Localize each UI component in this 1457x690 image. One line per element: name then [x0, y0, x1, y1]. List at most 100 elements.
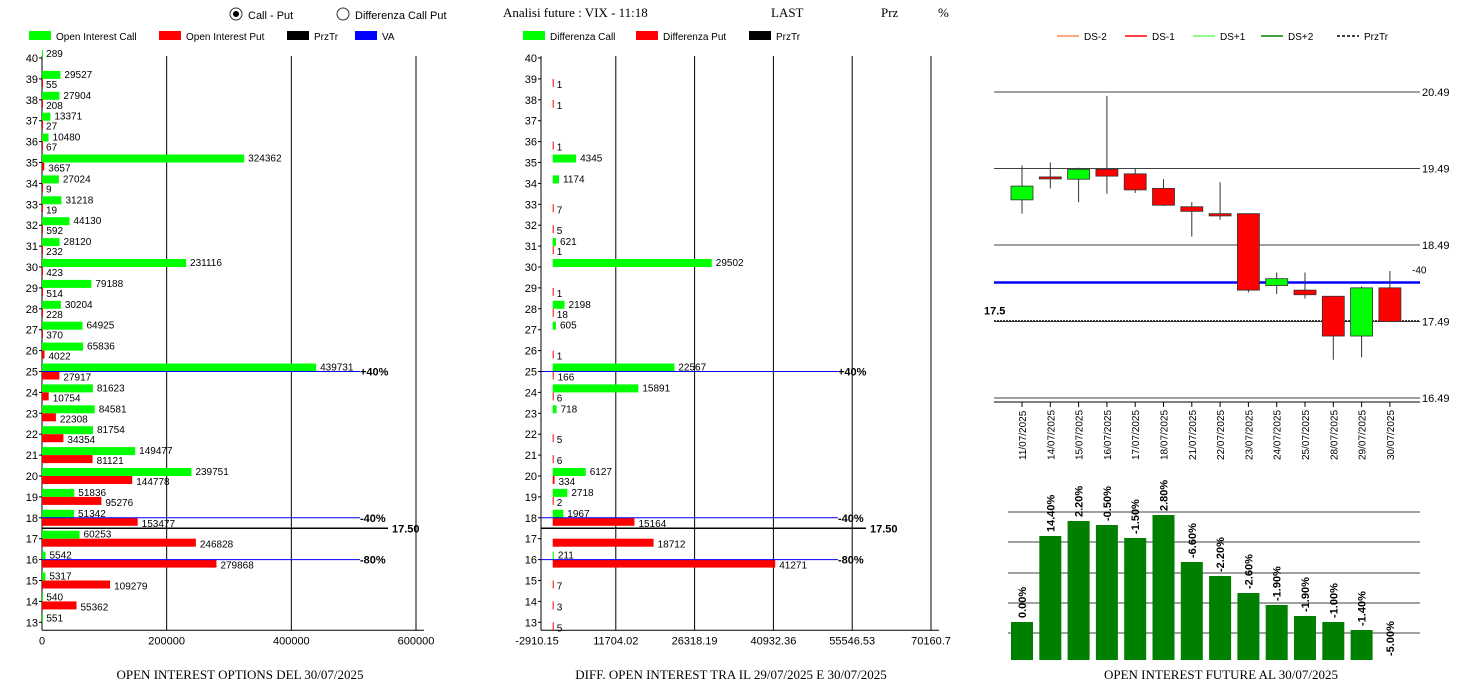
strike-label: 16 — [26, 555, 38, 567]
future-bar — [1095, 525, 1118, 660]
bar-call-label: 30204 — [65, 300, 93, 311]
bar-put — [552, 78, 554, 87]
strike-label: 21 — [26, 450, 38, 462]
bar-call-label: 5542 — [49, 551, 72, 562]
strike-label: 20 — [26, 471, 38, 483]
panel1-title: OPEN INTEREST OPTIONS DEL 30/07/2025 — [117, 667, 364, 682]
candle-body — [1152, 187, 1175, 206]
strike-label: 35 — [525, 158, 537, 170]
bar-call — [552, 321, 556, 330]
bar-call — [42, 50, 43, 58]
bar-put — [42, 329, 43, 338]
bar-put — [552, 392, 554, 401]
strike-label: 14 — [26, 596, 38, 608]
bar-call-label: 27024 — [63, 174, 91, 185]
bar-put-label: 370 — [46, 331, 63, 342]
bar-call-label: 81754 — [97, 425, 125, 436]
strike-label: 23 — [26, 408, 38, 420]
date-label: 17/07/2025 — [1131, 410, 1142, 460]
legend-swatch-1 — [159, 31, 181, 40]
candle-body — [1180, 206, 1204, 212]
candlestick-chart: DS-2 DS-1 DS+1 DS+2 PrzTr 20.49 19.49 18.49 17.4… — [984, 32, 1450, 460]
future-bar — [1237, 593, 1260, 660]
bar-call-label: 1967 — [567, 509, 590, 520]
bar-put-label: 279868 — [220, 561, 254, 572]
bar-call-label: 149477 — [139, 446, 173, 457]
bar-put-label: 10754 — [53, 393, 81, 404]
bar-put — [552, 371, 554, 380]
radio-call-put[interactable]: Call - Put — [229, 7, 293, 22]
bar-put — [552, 204, 554, 213]
strike-label: 34 — [26, 178, 38, 190]
bar-put — [552, 308, 554, 317]
bar-call-label: 2198 — [569, 300, 592, 311]
strike-label: 24 — [525, 387, 537, 399]
radio-call-put-label: Call - Put — [248, 10, 293, 22]
va-annotation: -80% — [838, 555, 864, 567]
va-annotation: -80% — [360, 555, 386, 567]
bar-call — [552, 154, 577, 163]
bar-put-label: 4022 — [49, 352, 72, 363]
bar-put — [42, 434, 64, 443]
bar-call — [552, 259, 712, 267]
bar-call — [42, 112, 51, 121]
legend-swatch-0 — [29, 31, 51, 40]
future-bar — [1350, 630, 1373, 660]
va-annotation: +40% — [838, 367, 867, 379]
future-bar-label: 0.00% — [1017, 587, 1029, 618]
x-tick-label: 70160.7 — [911, 635, 951, 647]
bar-call — [42, 405, 95, 414]
bar-call — [552, 363, 675, 372]
bar-call — [42, 279, 92, 288]
bar-put — [552, 496, 554, 505]
bar-call — [42, 70, 61, 79]
bar-put-label: 1 — [557, 247, 563, 258]
strike-label: 39 — [525, 74, 537, 86]
bar-call — [42, 259, 187, 267]
diff-open-interest-chart: Differenza Call Differenza Put PrzTr -2910.… — [515, 31, 951, 647]
bar-call — [42, 572, 46, 581]
bar-put — [552, 455, 554, 464]
bar-put-label: 22308 — [60, 414, 88, 425]
bar-call — [42, 593, 43, 602]
bar-call — [552, 551, 554, 560]
future-bar-label: -1.50% — [1130, 499, 1142, 534]
pct-label: % — [938, 5, 949, 20]
radio-differenza[interactable]: Differenza Call Put — [336, 7, 447, 22]
bar-call-label: 231116 — [190, 258, 222, 269]
candle-body — [1378, 287, 1402, 322]
date-label: 25/07/2025 — [1301, 410, 1312, 460]
strike-label: 27 — [525, 325, 537, 337]
strike-label: 27 — [26, 325, 38, 337]
bar-call — [552, 468, 586, 476]
legend-swatch-3 — [355, 31, 377, 40]
bar-call-label: 439731 — [320, 363, 354, 374]
radio-differenza-label: Differenza Call Put — [355, 10, 447, 22]
bar-call-label: 211 — [558, 551, 574, 562]
bar-call-label: 621 — [560, 237, 577, 248]
bar-call — [42, 447, 136, 456]
strike-label: 15 — [525, 576, 537, 588]
bar-put-label: 3657 — [48, 164, 71, 175]
candle-body — [1265, 278, 1289, 286]
strike-label: 33 — [26, 199, 38, 211]
bar-call-label: 605 — [560, 321, 577, 332]
bar-put-label: 19 — [46, 205, 58, 216]
bar-put — [552, 225, 554, 234]
date-label: 21/07/2025 — [1188, 410, 1199, 460]
bar-put — [552, 580, 554, 589]
strike-label: 21 — [525, 450, 537, 462]
bar-put-label: 1 — [557, 352, 563, 363]
bar-call-label: 324362 — [248, 154, 282, 165]
bar-put-label: 153477 — [142, 519, 176, 530]
bar-call — [552, 405, 557, 414]
strike-label: 40 — [26, 53, 38, 65]
bar-call — [552, 509, 564, 518]
bar-call-label: 29527 — [64, 70, 92, 81]
bar-put — [42, 496, 102, 505]
bar-call-label: 79188 — [95, 279, 123, 290]
future-bar — [1039, 536, 1062, 660]
bar-put — [42, 267, 43, 275]
candle-body — [1350, 287, 1373, 337]
